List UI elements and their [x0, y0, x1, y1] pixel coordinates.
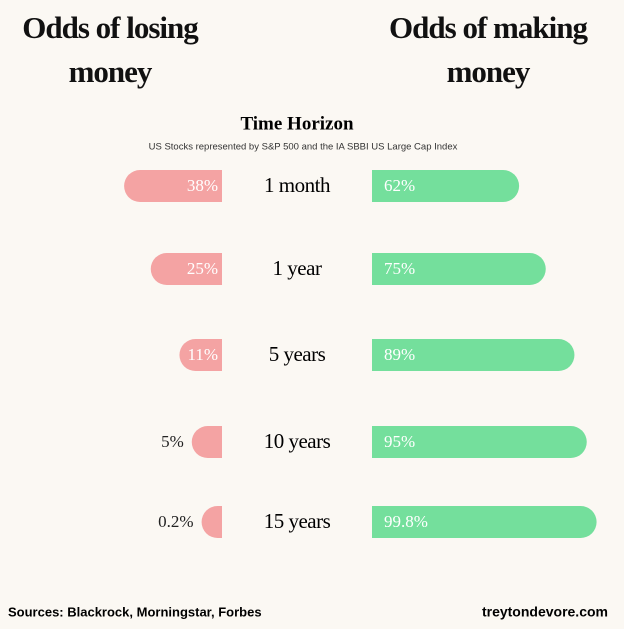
gain-label: 99.8%	[384, 512, 428, 531]
source: Sources: Blackrock, Morningstar, Forbes	[8, 604, 262, 619]
category-label: 5 years	[269, 342, 326, 366]
gain-label: 75%	[384, 259, 415, 278]
gain-label: 62%	[384, 176, 415, 195]
loss-label: 11%	[187, 345, 218, 364]
loss-label: 25%	[187, 259, 218, 278]
gain-bar	[372, 170, 520, 202]
credit: treytondevore.com	[482, 604, 608, 620]
loss-label: 38%	[187, 176, 218, 195]
gain-bar	[372, 426, 587, 458]
loss-label: 0.2%	[158, 512, 193, 531]
loss-label: 5%	[161, 432, 184, 451]
gain-bar	[372, 506, 597, 538]
gain-bar	[372, 253, 546, 285]
left-header: Odds of losing money	[22, 10, 199, 89]
loss-bar	[201, 506, 222, 538]
gain-label: 95%	[384, 432, 415, 451]
loss-bar	[150, 253, 222, 285]
gain-bar	[372, 339, 575, 371]
loss-bar	[179, 339, 222, 371]
category-label: 10 years	[264, 429, 331, 453]
gain-label: 89%	[384, 345, 415, 364]
right-header: Odds of making money	[389, 10, 588, 89]
loss-bar	[124, 170, 222, 202]
category-label: 1 month	[264, 173, 331, 197]
category-label: 15 years	[264, 509, 331, 533]
category-label: 1 year	[273, 256, 322, 280]
chart-title: Time Horizon	[240, 113, 354, 134]
chart-subtitle: US Stocks represented by S&P 500 and the…	[149, 142, 458, 153]
loss-bar	[191, 426, 222, 458]
